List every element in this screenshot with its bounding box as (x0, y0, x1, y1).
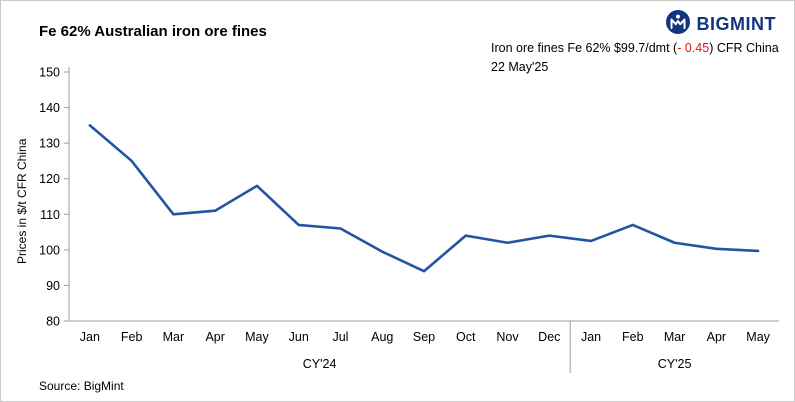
price-line (88, 124, 760, 273)
y-tick-label: 120 (39, 172, 60, 186)
x-tick-label: Mar (163, 330, 185, 344)
y-tick-label: 150 (39, 66, 60, 80)
source-note: Source: BigMint (39, 379, 124, 393)
price-line-chart: 80 90 100 110 120 130 140 150 Jan Feb Mar Apr May Jun… (39, 66, 779, 373)
x-tick-label: Mar (664, 330, 686, 344)
x-group-label: CY'24 (303, 357, 337, 371)
annotation-suffix: ) CFR China 22 May'25 (491, 41, 779, 75)
x-tick-label: Jun (289, 330, 309, 344)
x-tick-label: Feb (121, 330, 143, 344)
x-tick-label: Oct (456, 330, 476, 344)
annotation-prefix: Iron ore fines Fe 62% $99.7/dmt ( (491, 41, 678, 55)
x-tick-label: Apr (707, 330, 726, 344)
x-tick-label: Aug (371, 330, 393, 344)
bigmint-circle-m-icon (665, 9, 691, 40)
x-group-label: CY'25 (658, 357, 692, 371)
y-tick-label: 80 (46, 315, 60, 329)
bigmint-logo: BIGMINT (665, 9, 777, 40)
latest-price-annotation: Iron ore fines Fe 62% $99.7/dmt (- 0.45)… (491, 39, 783, 78)
x-tick-label: Dec (538, 330, 560, 344)
x-tick-label: Sep (413, 330, 435, 344)
x-tick-label: Feb (622, 330, 644, 344)
x-tick-label: Jul (332, 330, 348, 344)
x-tick-label: Jan (581, 330, 601, 344)
x-tick-label: May (245, 330, 269, 344)
x-tick-label: May (746, 330, 770, 344)
annotation-change-value: - 0.45 (677, 41, 710, 55)
x-tick-label: Nov (496, 330, 519, 344)
x-tick-label: Apr (205, 330, 224, 344)
y-tick-label: 130 (39, 137, 60, 151)
y-tick-label: 140 (39, 101, 60, 115)
y-tick-label: 90 (46, 279, 60, 293)
x-tick-label: Jan (80, 330, 100, 344)
chart-title: Fe 62% Australian iron ore fines (39, 23, 267, 40)
y-tick-label: 100 (39, 243, 60, 257)
bigmint-logo-text: BIGMINT (696, 14, 776, 34)
y-tick-label: 110 (40, 208, 60, 222)
